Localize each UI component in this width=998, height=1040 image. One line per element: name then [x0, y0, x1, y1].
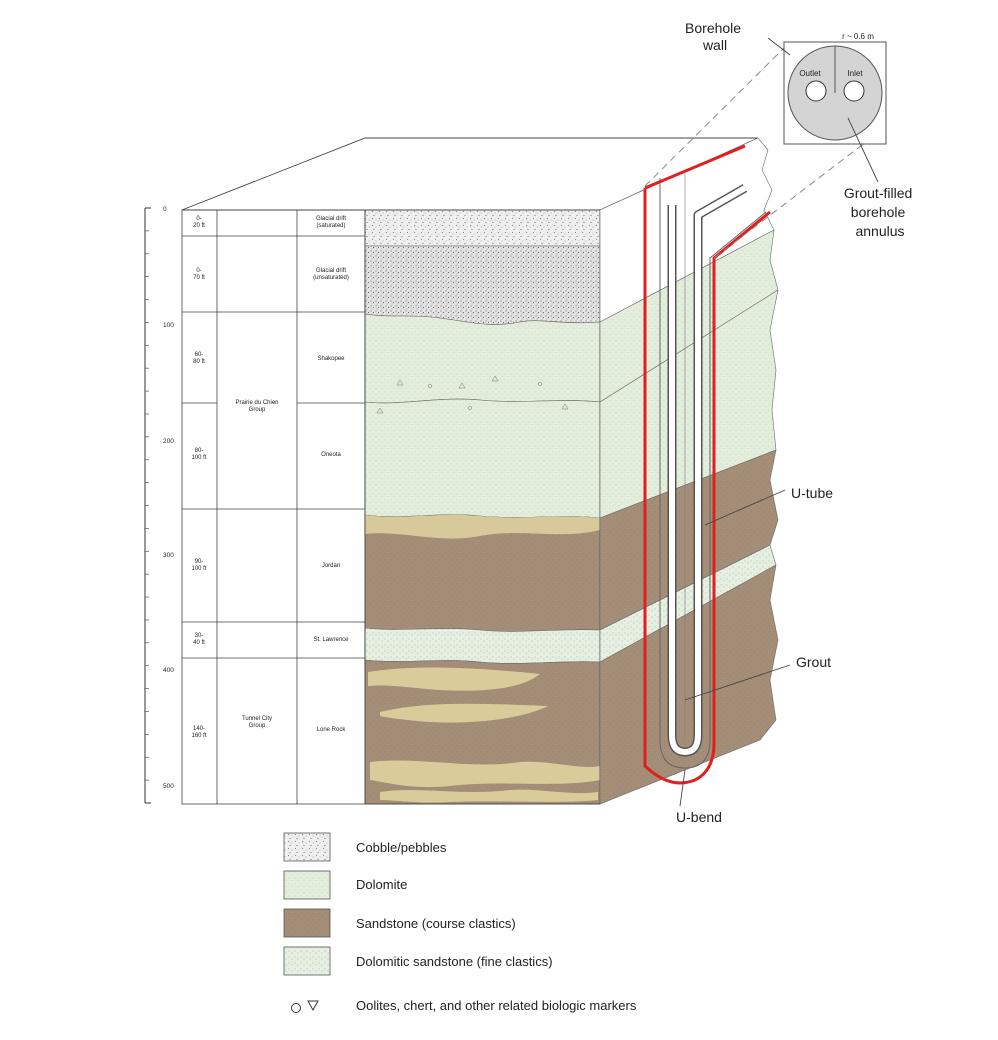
strat-table-text: 0-20 ft Glacial drift (saturated) 0-70 ft…	[191, 216, 349, 739]
group-label: Tunnel City	[242, 716, 272, 722]
svg-text:Borehole wall: Borehole wall	[685, 20, 745, 53]
svg-text:Glacial drift(saturated): Glacial drift (saturated)	[316, 216, 346, 229]
depth-tick-label: 300	[163, 552, 174, 559]
legend-swatch-dolomite	[283, 870, 331, 900]
thickness-label: 160 ft	[191, 733, 206, 739]
sand-lens	[380, 789, 598, 803]
thickness-label: 60-	[195, 352, 204, 358]
thickness-label: 90-	[195, 559, 204, 565]
layer-glacial-unsaturated	[364, 245, 601, 325]
svg-text:0-20 ft: 0-20 ft	[193, 216, 205, 229]
depth-tick-label: 0	[163, 206, 167, 213]
layer-glacial-saturated	[364, 209, 601, 247]
thickness-label: 0-	[196, 216, 201, 222]
legend-swatch-dolomitic-sandstone	[283, 946, 331, 976]
grout-annulus-label: annulus	[855, 223, 904, 239]
legend-label: Dolomite	[356, 877, 407, 892]
svg-text:Grout-filled borehole: Grout-filled borehole annulus	[844, 185, 916, 239]
thickness-label: 40 ft	[193, 640, 205, 646]
svg-text:30-40 ft: 30-40 ft	[193, 633, 205, 646]
legend-label: Oolites, chert, and other related biolog…	[356, 998, 637, 1013]
formation-label: Oneota	[321, 452, 341, 458]
formation-label: (saturated)	[316, 223, 345, 229]
depth-tick-label: 400	[163, 667, 174, 674]
thickness-label: 30-	[195, 633, 204, 639]
borehole-wall-label: Borehole	[685, 20, 741, 36]
outlet-label: Outlet	[799, 69, 821, 78]
callouts: Borehole wall Grout-filled borehole annu…	[676, 20, 916, 825]
svg-text:60-80 ft: 60-80 ft	[193, 352, 205, 365]
depth-tick-label: 200	[163, 438, 174, 445]
thickness-label: 20 ft	[193, 223, 205, 229]
svg-text:140-160 ft: 140-160 ft	[191, 726, 206, 739]
outlet-pipe	[805, 80, 827, 102]
formation-label: St. Lawrence	[313, 637, 349, 643]
grout-label: Grout	[796, 654, 831, 670]
formation-label: Glacial drift	[316, 268, 346, 274]
legend-label: Sandstone (course clastics)	[356, 916, 516, 931]
group-label: Group	[249, 407, 266, 413]
svg-text:90-100 ft: 90-100 ft	[191, 559, 206, 572]
borehole-cross-section-inset: Outlet Inlet r ~ 0.6 m	[644, 32, 887, 259]
borehole-wall-line	[644, 144, 746, 190]
formation-label: Glacial drift	[316, 216, 346, 222]
thickness-label: 100 ft	[191, 566, 206, 572]
thickness-label: 100 ft	[191, 455, 206, 461]
svg-text:80-100 ft: 80-100 ft	[191, 448, 206, 461]
formation-label: Jordan	[322, 563, 340, 569]
legend-label: Cobble/pebbles	[356, 840, 447, 855]
strat-table	[181, 209, 366, 805]
layer-st-lawrence	[364, 627, 601, 664]
thickness-label: 140-	[193, 726, 205, 732]
sand-lens	[365, 514, 600, 539]
sand-lens	[368, 667, 540, 691]
inlet-pipe	[843, 80, 865, 102]
group-label: Prairie du Chien	[235, 400, 278, 406]
depth-tick-label: 100	[163, 322, 174, 329]
legend: Cobble/pebbles Dolomite Sandstone (cours…	[283, 832, 637, 1013]
formation-label: (unsaturated)	[313, 275, 349, 281]
thickness-label: 80 ft	[193, 359, 205, 365]
borehole	[643, 144, 771, 785]
sand-lens	[370, 760, 600, 788]
u-bend-label: U-bend	[676, 809, 722, 825]
depth-axis: 0 100 200 300 400 500	[144, 206, 174, 804]
sand-lens	[380, 703, 548, 723]
grout-annulus-label: borehole	[851, 204, 906, 220]
legend-swatch-sandstone	[283, 908, 331, 938]
svg-text:0-70 ft: 0-70 ft	[193, 268, 205, 281]
thickness-label: 70 ft	[193, 275, 205, 281]
borehole-wall-label: wall	[702, 37, 727, 53]
oolite-marker	[428, 384, 432, 388]
thickness-label: 80-	[195, 448, 204, 454]
formation-label: Lone Rock	[317, 727, 347, 733]
borehole-wall-line	[643, 188, 771, 785]
depth-tick-label: 500	[163, 783, 174, 790]
front-face	[364, 209, 601, 805]
radius-label: r ~ 0.6 m	[842, 32, 874, 41]
oolite-marker	[468, 406, 472, 410]
legend-label: Dolomitic sandstone (fine clastics)	[356, 954, 553, 969]
svg-text:Glacial drift(unsaturated): Glacial drift (unsaturated)	[313, 268, 349, 281]
formation-label: Shakopee	[317, 356, 345, 362]
u-tube-label: U-tube	[791, 485, 833, 501]
chert-markers	[376, 375, 569, 414]
layer-oneota	[364, 398, 601, 519]
thickness-label: 0-	[196, 268, 201, 274]
inlet-label: Inlet	[847, 69, 863, 78]
group-label: Group	[249, 723, 266, 729]
legend-swatch-cobble	[283, 832, 331, 862]
chert-icon	[307, 1000, 319, 1012]
oolite-marker	[538, 382, 542, 386]
layer-shakopee	[364, 313, 601, 404]
oolite-icon	[291, 1003, 301, 1013]
grout-annulus-label: Grout-filled	[844, 185, 912, 201]
